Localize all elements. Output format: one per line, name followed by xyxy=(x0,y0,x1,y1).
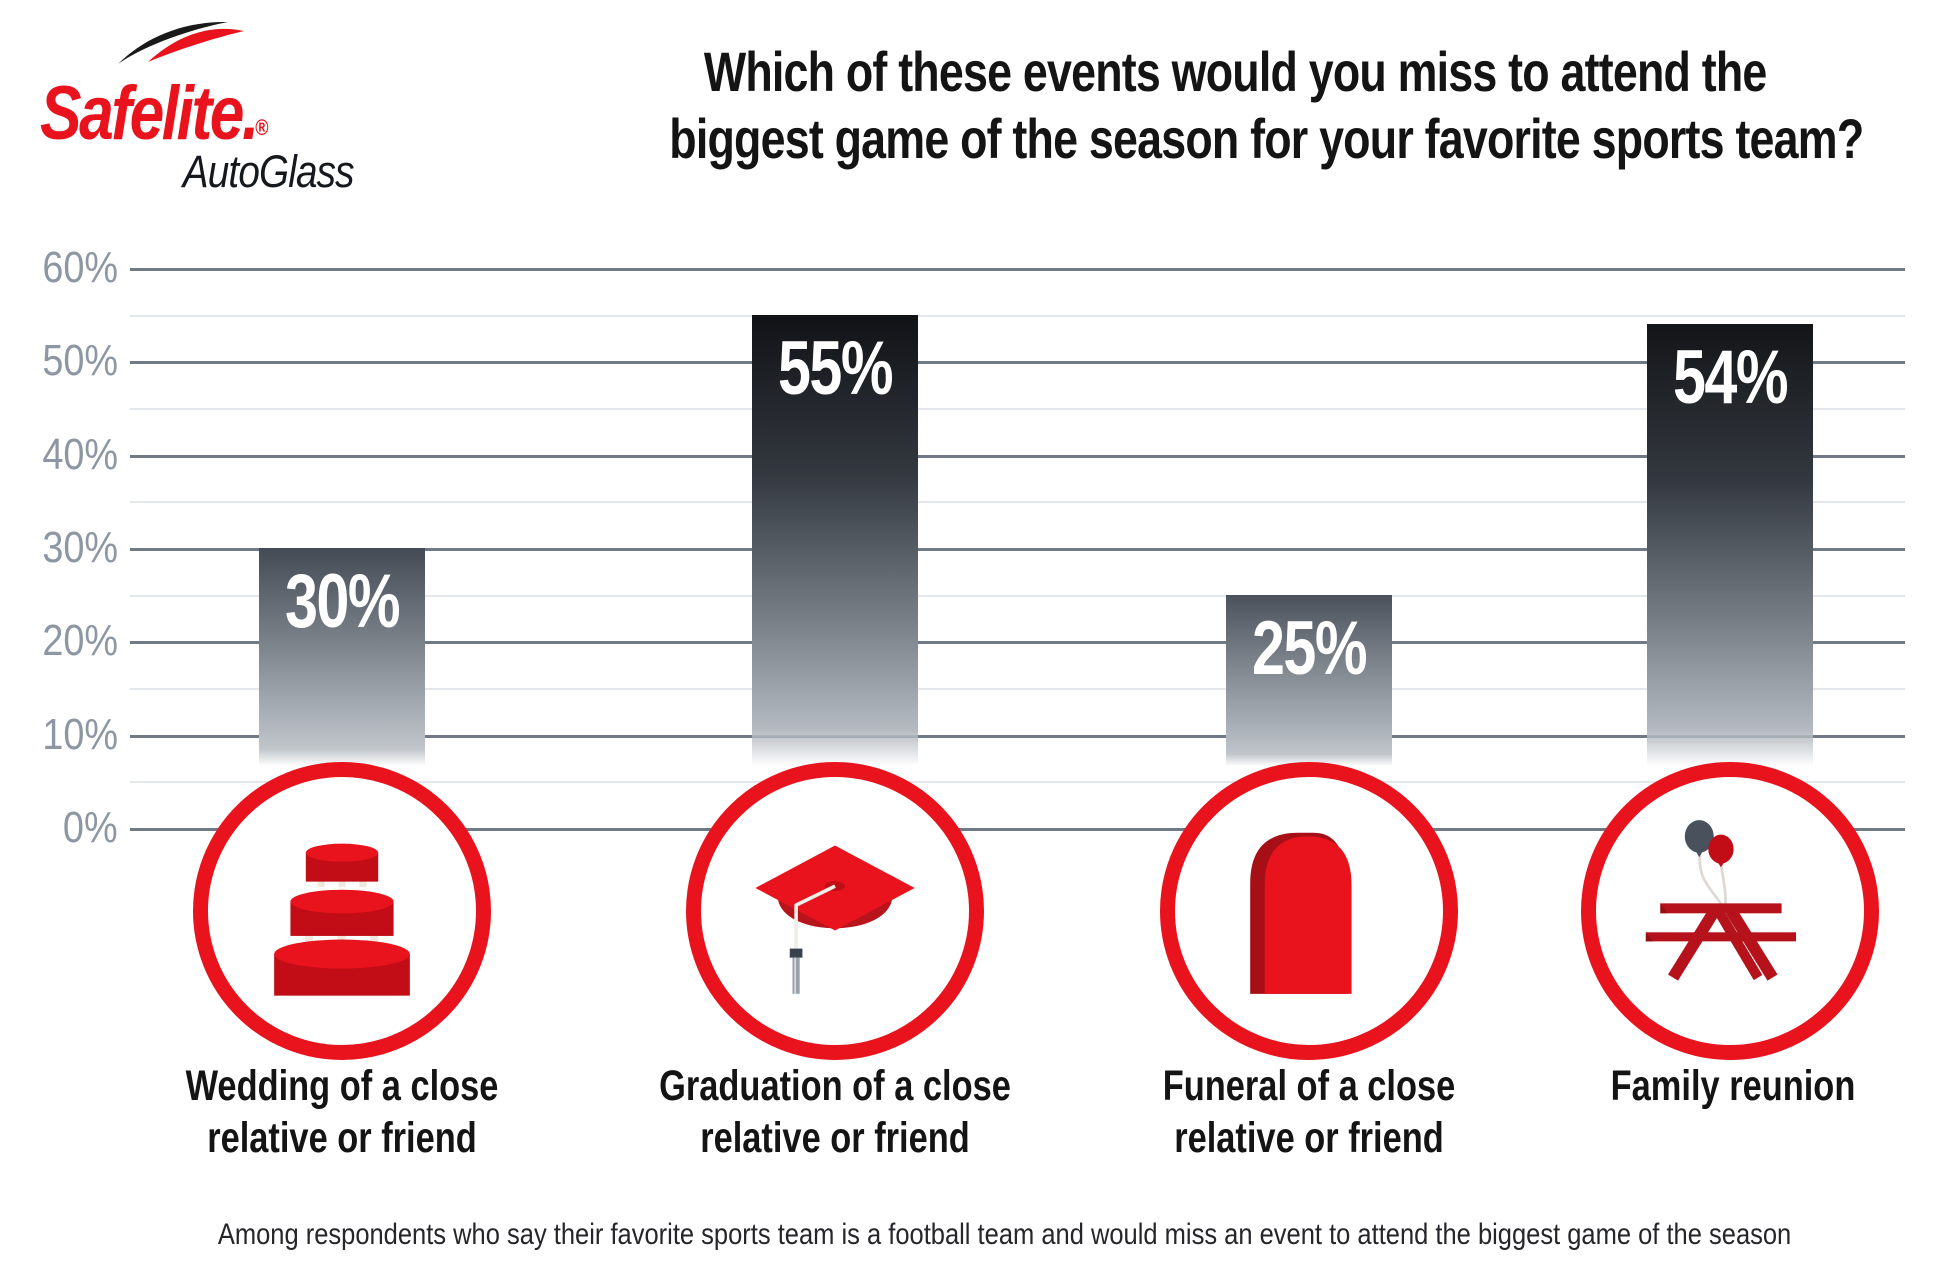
bar-funeral: 25% xyxy=(1226,595,1392,766)
icon-bubble-graduation xyxy=(686,762,984,1060)
y-tick-label: 10% xyxy=(42,710,118,759)
safelite-logo: Safelite.® AutoGlass xyxy=(40,14,355,197)
major-gridline xyxy=(130,548,1905,551)
brand-wordmark: Safelite.® xyxy=(40,70,318,157)
brand-text: Safelite xyxy=(40,71,244,156)
footnote: Among respondents who say their favorite… xyxy=(218,1218,1792,1251)
minor-gridline xyxy=(130,688,1905,690)
bar-value-label: 54% xyxy=(1673,335,1789,420)
wedding-cake-icon xyxy=(274,843,410,996)
category-label-wedding: Wedding of a close relative or friend xyxy=(82,1060,602,1165)
tombstone-icon xyxy=(1250,832,1352,994)
icon-bubble-family-reunion xyxy=(1581,762,1879,1060)
brand-period: . xyxy=(242,71,259,156)
minor-gridline xyxy=(130,501,1905,503)
category-line: Funeral of a close xyxy=(1162,1062,1456,1110)
major-gridline xyxy=(130,268,1905,271)
y-tick-label: 40% xyxy=(42,430,118,479)
y-tick-label: 50% xyxy=(42,336,118,385)
icon-bubble-funeral xyxy=(1160,762,1458,1060)
category-label-funeral: Funeral of a close relative or friend xyxy=(1049,1060,1569,1165)
chart-title-line1: Which of these events would you miss to … xyxy=(703,40,1768,103)
graduation-cap-icon xyxy=(755,844,915,994)
category-line: relative or friend xyxy=(207,1114,477,1163)
bar-value-label: 55% xyxy=(778,326,894,411)
picnic-table-balloons-icon xyxy=(1645,819,1797,981)
category-line: Graduation of a close xyxy=(659,1062,1011,1110)
category-label-graduation: Graduation of a close relative or friend xyxy=(575,1060,1095,1165)
minor-gridline xyxy=(130,595,1905,597)
category-line: relative or friend xyxy=(700,1114,970,1163)
y-tick-label: 20% xyxy=(42,616,118,665)
category-label-family-reunion: Family reunion xyxy=(1473,1060,1950,1112)
major-gridline xyxy=(130,641,1905,644)
bar-value-label: 25% xyxy=(1252,606,1368,691)
swoosh-icon xyxy=(118,21,244,64)
major-gridline xyxy=(130,735,1905,738)
brand-subtext: AutoGlass xyxy=(183,146,355,197)
icon-bubble-wedding xyxy=(193,762,491,1060)
chart-title: Which of these events would you miss to … xyxy=(520,38,1950,172)
category-line: Wedding of a close xyxy=(185,1062,499,1110)
minor-gridline xyxy=(130,408,1905,410)
y-tick-label: 30% xyxy=(42,523,118,572)
bar-wedding: 30% xyxy=(259,548,425,766)
major-gridline xyxy=(130,455,1905,458)
category-line: relative or friend xyxy=(1174,1114,1444,1163)
y-tick-label: 60% xyxy=(42,243,118,292)
bar-value-label: 30% xyxy=(285,559,401,644)
minor-gridline xyxy=(130,315,1905,317)
y-tick-label: 0% xyxy=(63,803,118,852)
bar-graduation: 55% xyxy=(752,315,918,766)
major-gridline xyxy=(130,361,1905,364)
chart-title-line2: biggest game of the season for your favo… xyxy=(669,107,1864,171)
category-line: Family reunion xyxy=(1610,1062,1856,1110)
registered-mark: ® xyxy=(255,115,268,140)
major-gridline xyxy=(130,828,1905,831)
minor-gridline xyxy=(130,781,1905,783)
bar-family-reunion: 54% xyxy=(1647,324,1813,766)
